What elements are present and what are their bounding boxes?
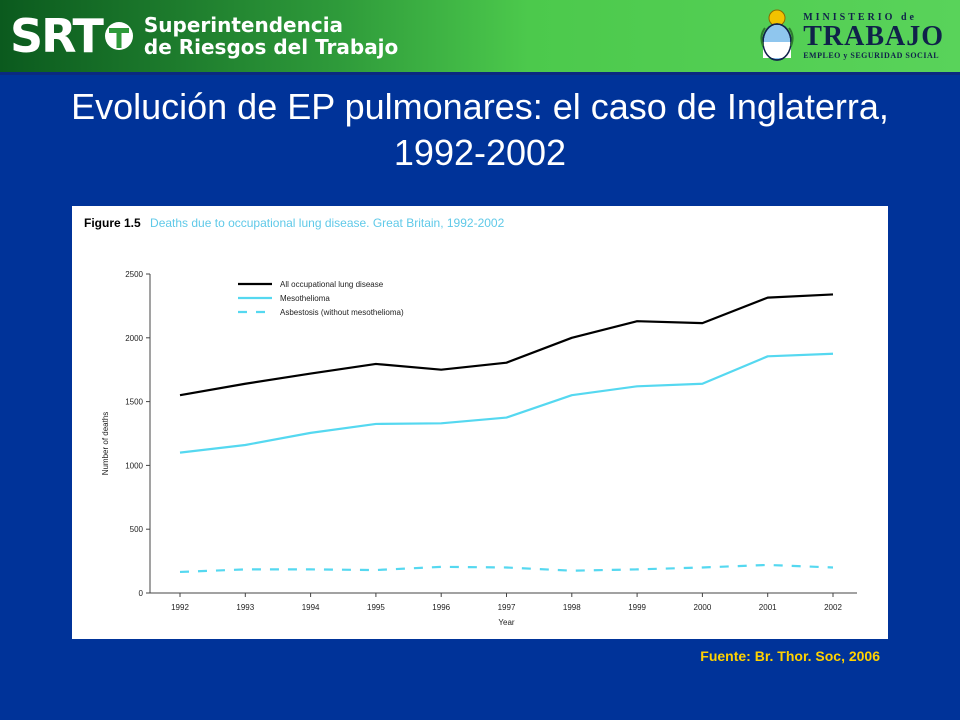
y-tick-label: 500 — [130, 525, 144, 534]
srt-t-icon — [104, 22, 133, 50]
x-tick-label: 1995 — [367, 603, 385, 612]
x-tick-label: 1998 — [563, 603, 581, 612]
x-axis-label: Year — [498, 618, 515, 627]
ministry-text: MINISTERIO de TRABAJO EMPLEO y SEGURIDAD… — [803, 12, 944, 60]
x-tick-label: 2001 — [759, 603, 777, 612]
srt-logo-text: SRT — [10, 9, 104, 63]
coat-of-arms-icon — [760, 9, 794, 61]
slide-title: Evolución de EP pulmonares: el caso de I… — [71, 86, 889, 173]
y-axis-label: Number of deaths — [101, 412, 110, 476]
x-tick-label: 1992 — [171, 603, 189, 612]
y-tick-label: 2000 — [125, 334, 143, 343]
x-tick-label: 2000 — [694, 603, 712, 612]
figure-panel: 0 500 1000 1500 2000 2500 1992 1993 1994 1995 1996… — [72, 206, 888, 639]
figure-label: Figure 1.5 — [84, 216, 141, 230]
legend-label: All occupational lung disease — [280, 280, 384, 289]
figure-description: Deaths due to occupational lung disease.… — [150, 216, 505, 230]
series-line-1 — [179, 352, 834, 454]
x-tick-label: 1997 — [498, 603, 516, 612]
line-chart: 0 500 1000 1500 2000 2500 1992 1993 1994 1995 1996… — [101, 270, 857, 627]
org-name-line1: Superintendencia — [143, 13, 344, 37]
srt-logo[interactable]: SRT Superintendencia de Riesgos del Trab… — [10, 6, 398, 66]
ministry-sub-label: EMPLEO y SEGURIDAD SOCIAL — [803, 51, 940, 60]
legend-label: Asbestosis (without mesothelioma) — [280, 308, 404, 317]
y-tick-label: 2500 — [125, 270, 143, 279]
figure-caption: Figure 1.5 Deaths due to occupational lu… — [84, 216, 504, 230]
ministry-top-label: MINISTERIO de — [803, 12, 917, 23]
x-tick-label: 1999 — [628, 603, 646, 612]
x-tick-label: 1993 — [236, 603, 254, 612]
x-tick-label: 1996 — [432, 603, 450, 612]
header-banner: SRT Superintendencia de Riesgos del Trab… — [0, 0, 960, 75]
y-tick-label: 1500 — [125, 398, 143, 407]
y-tick-label: 1000 — [125, 461, 143, 470]
series-line-0 — [179, 293, 834, 397]
legend-label: Mesothelioma — [280, 294, 330, 303]
x-tick-label: 1994 — [302, 603, 320, 612]
series-line-2 — [179, 563, 834, 574]
org-name: Superintendencia de Riesgos del Trabajo — [144, 14, 398, 58]
org-name-line2: de Riesgos del Trabajo — [143, 35, 399, 59]
ministry-logo[interactable]: MINISTERIO de TRABAJO EMPLEO y SEGURIDAD… — [757, 4, 944, 68]
y-tick-label: 0 — [139, 589, 144, 598]
ministry-main-label: TRABAJO — [803, 21, 944, 52]
x-tick-label: 2002 — [824, 603, 842, 612]
source-note: Fuente: Br. Thor. Soc, 2006 — [700, 648, 880, 664]
